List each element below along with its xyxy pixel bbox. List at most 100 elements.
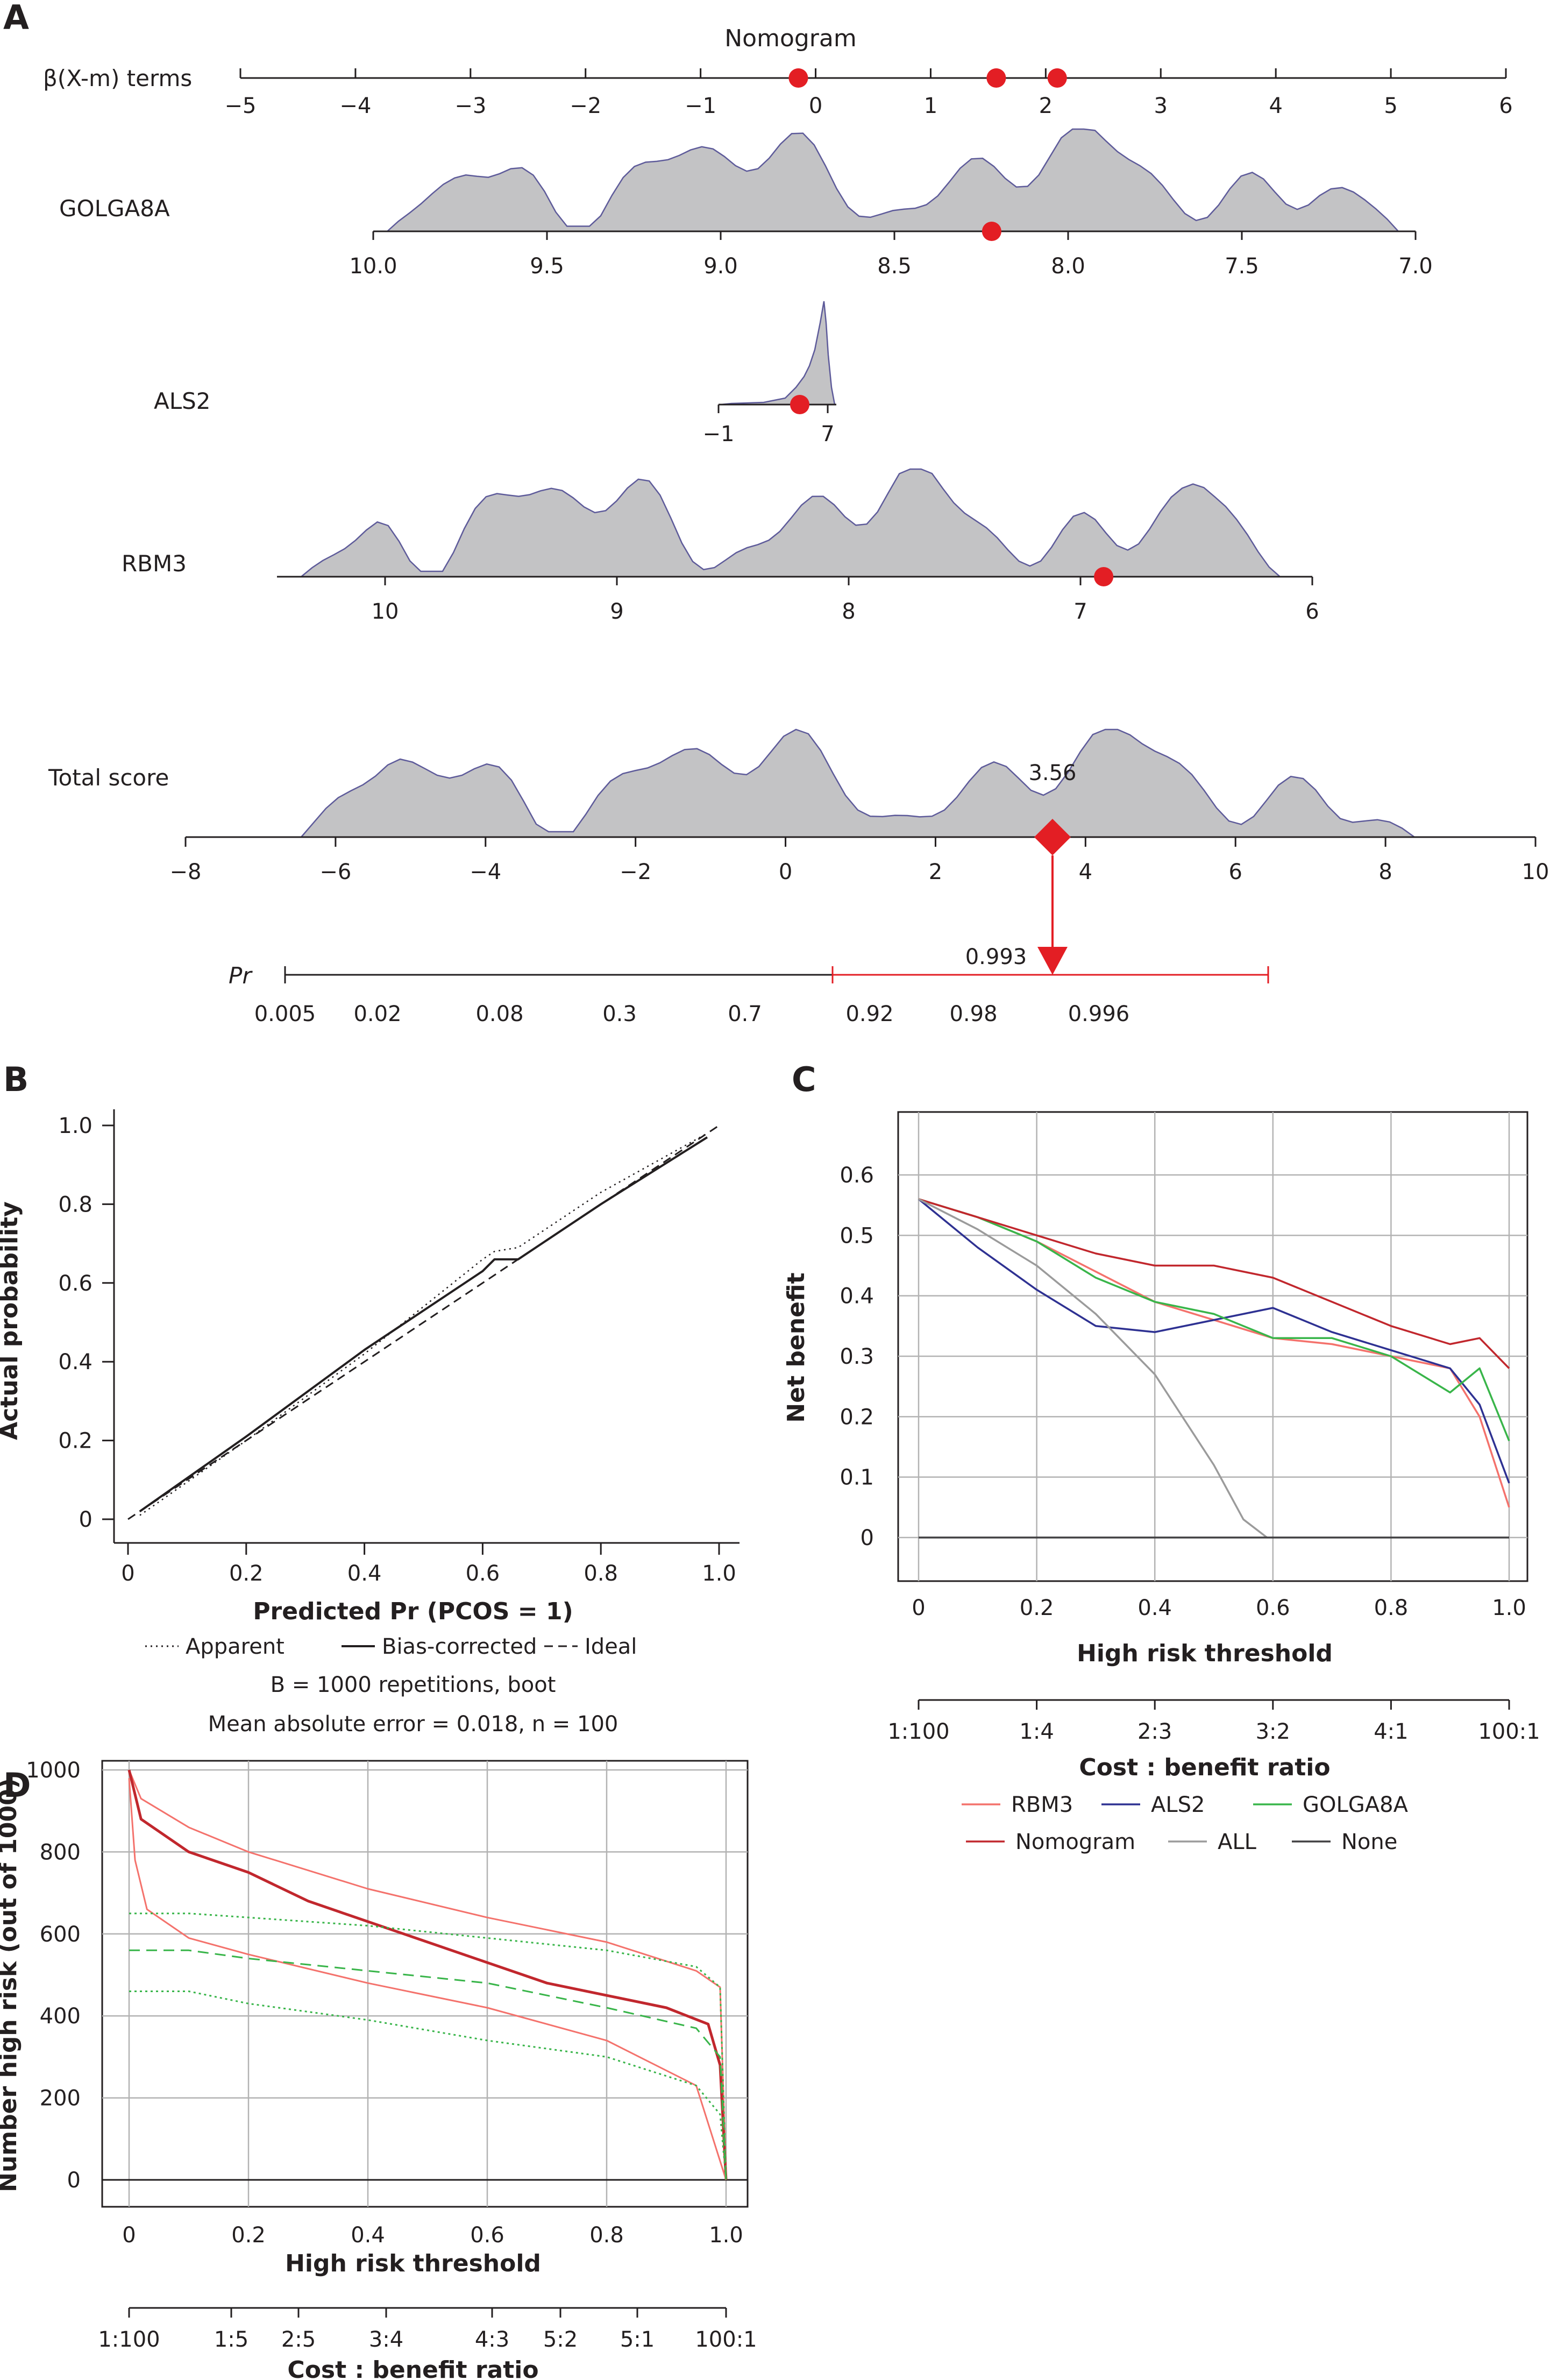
density-area	[300, 728, 1417, 838]
density-area	[385, 128, 1400, 232]
y-tick-label: 0.6	[840, 1163, 874, 1188]
cost-tick-label: 3:2	[1256, 1719, 1290, 1744]
x-tick-label: 1.0	[702, 1561, 736, 1586]
legend-label: Apparent	[186, 1634, 285, 1659]
cost-axis-label: Cost : benefit ratio	[1079, 1754, 1330, 1781]
series-line	[129, 1991, 727, 2180]
tick-label: 10	[372, 599, 399, 624]
tick-label: 2	[929, 860, 942, 884]
nomogram-point	[1047, 68, 1067, 88]
y-axis-label: Net benefit	[783, 1272, 810, 1422]
tick-label: 6	[1499, 94, 1512, 118]
tick-label: 3	[1154, 94, 1168, 118]
x-tick-label: 0.8	[584, 1561, 618, 1586]
y-tick-label: 200	[40, 2086, 81, 2111]
row-label: GOLGA8A	[59, 195, 170, 222]
tick-label: 4	[1269, 94, 1282, 118]
series-line	[918, 1198, 1510, 1484]
density-area	[299, 468, 1282, 578]
x-tick-label: 0.2	[229, 1561, 264, 1586]
tick-label: 8.0	[1051, 254, 1085, 279]
tick-label: 7.5	[1225, 254, 1259, 279]
probability-label: 0.993	[965, 945, 1027, 969]
tick-label: 1	[924, 94, 937, 118]
x-tick-label: 0	[121, 1561, 134, 1586]
tick-label: 7	[821, 422, 834, 447]
tick-label: 0.02	[353, 1002, 401, 1026]
tick-label: −1	[685, 94, 716, 118]
tick-label: 6	[1305, 599, 1319, 624]
tick-label: 0.3	[602, 1002, 637, 1026]
tick-label: 0.92	[845, 1002, 893, 1026]
cost-tick-label: 2:3	[1137, 1719, 1172, 1744]
tick-label: 0.996	[1068, 1002, 1130, 1026]
panel-label: D	[3, 1766, 31, 1805]
row-label: Total score	[48, 764, 169, 791]
probability-marker	[1037, 947, 1068, 975]
nomogram-point	[986, 68, 1006, 88]
tick-label: 8.5	[877, 254, 912, 279]
tick-label: −4	[339, 94, 371, 118]
nomogram-point	[982, 222, 1001, 241]
score-marker	[1034, 819, 1071, 855]
series-line	[918, 1198, 1510, 1369]
x-tick-label: 1.0	[709, 2223, 743, 2248]
annotation-text: Mean absolute error = 0.018, n = 100	[208, 1712, 618, 1737]
series-line	[129, 1949, 727, 2180]
x-tick-label: 0.4	[351, 2223, 385, 2248]
tick-label: −4	[470, 860, 501, 884]
tick-label: −3	[454, 94, 486, 118]
tick-label: 8	[1378, 860, 1392, 884]
legend-label: Bias-corrected	[382, 1634, 537, 1659]
legend-label: Ideal	[585, 1634, 637, 1659]
y-tick-label: 1000	[26, 1758, 81, 1783]
y-tick-label: 0	[79, 1507, 93, 1532]
panel-d: D 0 200 400 600 800 1000 0 0.2 0.4 0.6 0.8 1.0 High r…	[0, 1758, 757, 2380]
tick-label: −2	[570, 94, 601, 118]
series-line	[128, 1778, 727, 2180]
tick-label: −1	[703, 422, 735, 447]
nomogram-point	[790, 395, 809, 414]
cost-tick-label: 100:1	[1478, 1719, 1540, 1744]
y-tick-label: 0.4	[840, 1284, 874, 1309]
x-tick-label: 0.8	[589, 2223, 624, 2248]
legend-label: RBM3	[1011, 1793, 1073, 1817]
x-tick-label: 0	[122, 2223, 136, 2248]
tick-label: −8	[170, 860, 202, 884]
y-tick-label: 0.8	[58, 1192, 93, 1217]
tick-label: 2	[1039, 94, 1053, 118]
nomogram-point	[1094, 567, 1114, 586]
x-tick-label: 0.4	[347, 1561, 382, 1586]
tick-label: 6	[1228, 860, 1242, 884]
panel-label: B	[3, 1060, 29, 1099]
y-tick-label: 1.0	[58, 1114, 93, 1138]
tick-label: −5	[225, 94, 257, 118]
legend-label: ALS2	[1151, 1793, 1205, 1817]
cost-tick-label: 1:5	[214, 2327, 248, 2352]
y-tick-label: 0.2	[58, 1429, 93, 1454]
y-tick-label: 400	[40, 2004, 81, 2029]
tick-label: 9	[610, 599, 623, 624]
series-line	[918, 1198, 1268, 1539]
legend-label: Nomogram	[1015, 1830, 1135, 1854]
tick-label: 0.005	[254, 1002, 316, 1026]
y-axis-label: Actual probability	[0, 1201, 23, 1440]
series-line	[127, 1124, 720, 1520]
panel-a: A Nomogram β(X-m) terms −5 −4 −3 −2 −1 0 1 2 3 4 5 6 GO…	[3, 0, 1549, 1026]
series-line	[128, 1769, 727, 2180]
x-tick-label: 0.6	[470, 2223, 504, 2248]
cost-axis-label: Cost : benefit ratio	[287, 2356, 538, 2380]
row-label: ALS2	[154, 388, 211, 414]
cost-tick-label: 5:1	[620, 2327, 655, 2352]
plot-frame	[101, 1760, 749, 2208]
cost-tick-label: 4:3	[475, 2327, 509, 2352]
tick-label: 7.0	[1398, 254, 1433, 279]
legend-label: GOLGA8A	[1303, 1793, 1409, 1817]
x-axis-label: High risk threshold	[285, 2250, 541, 2277]
x-axis-label: Predicted Pr (PCOS = 1)	[253, 1598, 573, 1625]
legend-label: ALL	[1218, 1830, 1257, 1854]
y-tick-label: 0.4	[58, 1350, 93, 1375]
tick-label: 10	[1522, 860, 1549, 884]
y-tick-label: 0	[67, 2168, 81, 2193]
